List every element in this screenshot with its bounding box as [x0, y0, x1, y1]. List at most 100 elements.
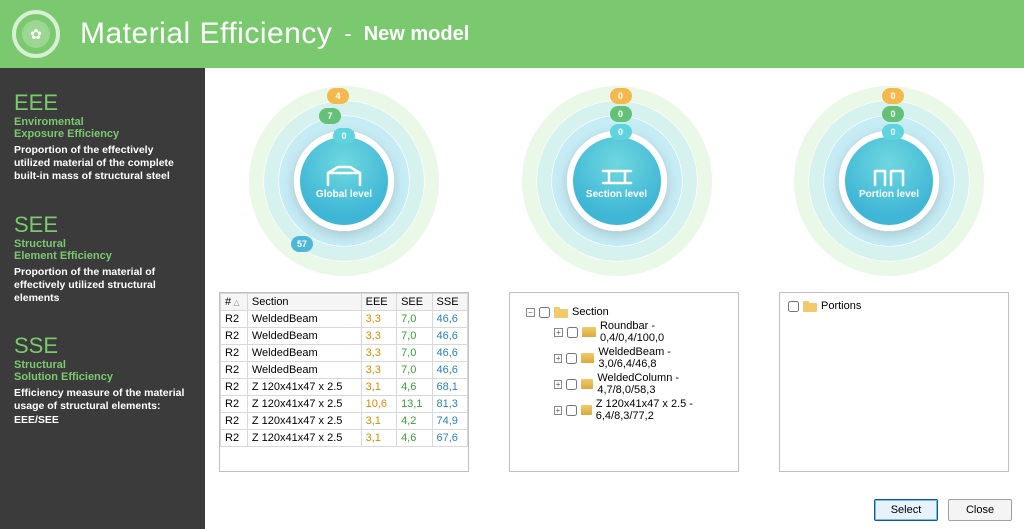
table-row[interactable]: R2WeldedBeam3,37,046,6: [221, 328, 468, 345]
table-header[interactable]: Section: [247, 294, 361, 311]
table-cell: 3,3: [361, 362, 396, 379]
main-content: 47057Global level000Section level000Port…: [205, 68, 1024, 529]
table-header[interactable]: EEE: [361, 294, 396, 311]
table-row[interactable]: R2WeldedBeam3,37,046,6: [221, 311, 468, 328]
table-cell: 3,1: [361, 413, 396, 430]
dial-core[interactable]: Global level: [294, 131, 394, 231]
table-row[interactable]: R2Z 120x41x47 x 2.53,14,668,1: [221, 379, 468, 396]
table-cell: R2: [221, 328, 248, 345]
dial-badge: 0: [610, 106, 632, 122]
tree-root[interactable]: −Section: [526, 305, 722, 319]
dial-badge: 0: [882, 124, 904, 140]
app-title: Material Efficiency: [80, 17, 332, 51]
dial-core[interactable]: Portion level: [839, 131, 939, 231]
table-cell: 4,6: [397, 430, 432, 447]
tree-item-checkbox[interactable]: [567, 327, 578, 338]
table-cell: 4,2: [397, 413, 432, 430]
table-cell: R2: [221, 379, 248, 396]
collapse-icon[interactable]: −: [526, 308, 535, 317]
table-row[interactable]: R2WeldedBeam3,37,046,6: [221, 362, 468, 379]
definition-abbr: SEE: [14, 214, 191, 236]
dial-core[interactable]: Section level: [567, 131, 667, 231]
frame-structure-icon: [324, 163, 364, 189]
table-header[interactable]: SSE: [432, 294, 467, 311]
table-cell: Z 120x41x47 x 2.5: [247, 430, 361, 447]
footer-buttons: Select Close: [874, 499, 1012, 521]
table-cell: R2: [221, 396, 248, 413]
close-button[interactable]: Close: [948, 499, 1012, 521]
definition-block: SSEStructuralSolution EfficiencyEfficien…: [14, 335, 191, 427]
table-cell: Z 120x41x47 x 2.5: [247, 396, 361, 413]
table-header[interactable]: #: [221, 294, 248, 311]
definition-long: StructuralSolution Efficiency: [14, 359, 191, 383]
tree-item-checkbox[interactable]: [566, 405, 577, 416]
portions-root-checkbox[interactable]: [788, 301, 799, 312]
table-cell: R2: [221, 311, 248, 328]
dial[interactable]: 000Portion level: [764, 76, 1014, 286]
definition-desc: Proportion of the effectively utilized m…: [14, 144, 191, 183]
table-cell: R2: [221, 430, 248, 447]
table-cell: 68,1: [432, 379, 467, 396]
tree-item-checkbox[interactable]: [566, 353, 577, 364]
i-beam-icon: [597, 163, 637, 189]
definitions-sidebar: EEEEnviromentalExposure Efficiency Propor…: [0, 68, 205, 529]
section-table: #SectionEEESEESSE R2WeldedBeam3,37,046,6…: [220, 293, 468, 447]
section-tree-panel[interactable]: −Section+Roundbar - 0,4/0,4/100,0+Welded…: [509, 292, 739, 472]
section-icon: [581, 353, 594, 363]
tree-item[interactable]: + WeldedBeam - 3,0/6,4/46,8: [526, 345, 722, 371]
definition-long: EnviromentalExposure Efficiency: [14, 116, 191, 140]
tree-root[interactable]: Portions: [788, 299, 1000, 313]
table-cell: 46,6: [432, 311, 467, 328]
table-cell: 46,6: [432, 362, 467, 379]
table-cell: Z 120x41x47 x 2.5: [247, 379, 361, 396]
expand-icon[interactable]: +: [554, 354, 562, 363]
expand-icon[interactable]: +: [554, 380, 562, 389]
table-cell: 13,1: [397, 396, 432, 413]
table-cell: 3,3: [361, 328, 396, 345]
dial-badge: 4: [327, 88, 349, 104]
section-icon: [581, 405, 592, 415]
dial-badge: 57: [291, 236, 313, 252]
tree-item-checkbox[interactable]: [566, 379, 577, 390]
table-cell: 81,3: [432, 396, 467, 413]
tree-item-label: Z 120x41x47 x 2.5 - 6,4/8,3/77,2: [596, 398, 722, 422]
tree-item[interactable]: + Roundbar - 0,4/0,4/100,0: [526, 319, 722, 345]
definition-long: StructuralElement Efficiency: [14, 238, 191, 262]
table-cell: 46,6: [432, 328, 467, 345]
dial[interactable]: 47057Global level: [219, 76, 469, 286]
leaf-icon: ✿: [22, 20, 50, 48]
table-cell: 7,0: [397, 311, 432, 328]
expand-icon[interactable]: +: [554, 328, 563, 337]
dial-label: Global level: [316, 189, 372, 200]
tree-item[interactable]: +WeldedColumn - 4,7/8,0/58,3: [526, 371, 722, 397]
table-row[interactable]: R2Z 120x41x47 x 2.510,613,181,3: [221, 396, 468, 413]
title-separator: -: [344, 21, 351, 47]
tree-item-label: WeldedBeam - 3,0/6,4/46,8: [598, 346, 722, 370]
folder-icon: [803, 301, 817, 312]
app-logo: ✿: [12, 10, 60, 58]
definition-abbr: SSE: [14, 335, 191, 357]
dial[interactable]: 000Section level: [492, 76, 742, 286]
expand-icon[interactable]: +: [554, 406, 562, 415]
dial-label: Section level: [586, 189, 647, 200]
table-cell: 7,0: [397, 328, 432, 345]
table-row[interactable]: R2WeldedBeam3,37,046,6: [221, 345, 468, 362]
definition-abbr: EEE: [14, 92, 191, 114]
table-cell: Z 120x41x47 x 2.5: [247, 413, 361, 430]
section-table-panel[interactable]: #SectionEEESEESSE R2WeldedBeam3,37,046,6…: [219, 292, 469, 472]
table-header[interactable]: SEE: [397, 294, 432, 311]
select-button[interactable]: Select: [874, 499, 938, 521]
definition-block: EEEEnviromentalExposure Efficiency Propor…: [14, 92, 191, 184]
table-row[interactable]: R2Z 120x41x47 x 2.53,14,667,6: [221, 430, 468, 447]
section-icon: [581, 379, 593, 389]
tree-item-label: Roundbar - 0,4/0,4/100,0: [600, 320, 722, 344]
dial-label: Portion level: [859, 189, 919, 200]
table-cell: 10,6: [361, 396, 396, 413]
portions-tree-panel[interactable]: Portions: [779, 292, 1009, 472]
panels-row: #SectionEEESEESSE R2WeldedBeam3,37,046,6…: [219, 292, 1014, 472]
tree-root-checkbox[interactable]: [539, 307, 550, 318]
portal-frames-icon: [869, 163, 909, 189]
tree-item[interactable]: + Z 120x41x47 x 2.5 - 6,4/8,3/77,2: [526, 397, 722, 423]
table-cell: 4,6: [397, 379, 432, 396]
table-row[interactable]: R2Z 120x41x47 x 2.53,14,274,9: [221, 413, 468, 430]
